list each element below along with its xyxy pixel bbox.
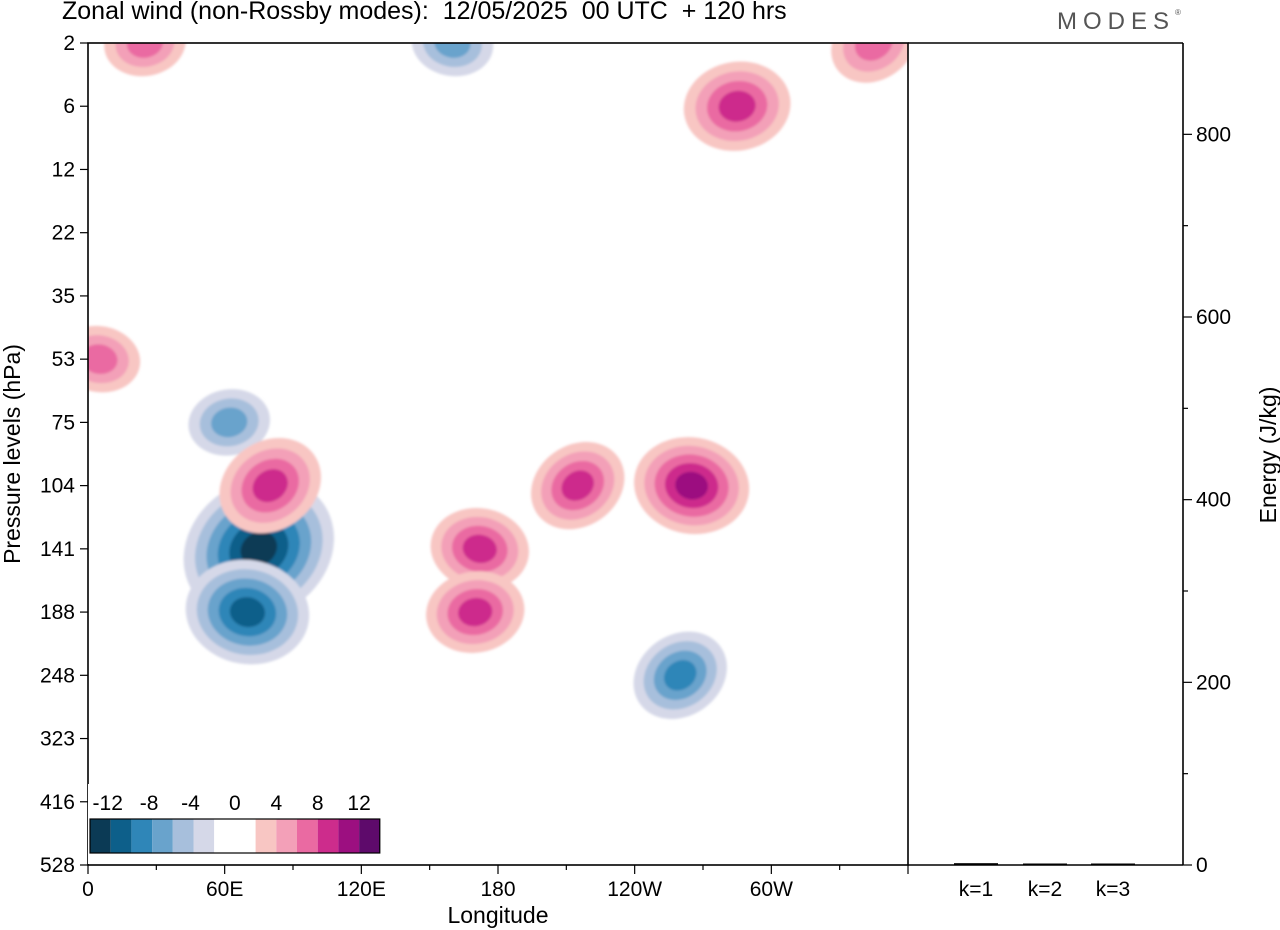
contour-negative-level bbox=[434, 43, 471, 58]
y-tick-label: 75 bbox=[52, 411, 75, 434]
colorbar-swatch bbox=[110, 819, 132, 853]
y-tick-label: 6 bbox=[63, 95, 75, 118]
energy-bar-label: k=2 bbox=[1028, 878, 1062, 901]
x-tick-label: 120E bbox=[337, 878, 386, 901]
y-tick-label: 248 bbox=[40, 664, 75, 687]
energy-tick-label: 0 bbox=[1196, 854, 1208, 877]
energy-axis-title: Energy (J/kg) bbox=[1255, 387, 1280, 524]
contour-positive-level bbox=[718, 90, 756, 122]
colorbar-swatch bbox=[317, 819, 339, 853]
colorbar: -12 -8 -4 0 4 8 12 bbox=[88, 784, 382, 864]
y-tick-label: 416 bbox=[40, 791, 75, 814]
colorbar-swatch bbox=[214, 819, 235, 853]
contour-positive-level bbox=[462, 534, 497, 564]
energy-tick-label: 600 bbox=[1196, 306, 1231, 329]
colorbar-swatch bbox=[359, 819, 380, 853]
contour-positive-level bbox=[126, 43, 164, 58]
colorbar-swatch bbox=[152, 819, 173, 853]
colorbar-swatch bbox=[255, 819, 277, 853]
y-axis-title: Pressure levels (hPa) bbox=[0, 344, 25, 564]
contour-positive-level bbox=[115, 43, 175, 67]
colorbar-label: 12 bbox=[347, 792, 370, 815]
contour-positive-level bbox=[561, 470, 594, 501]
y-axis: 2 6 12 22 35 53 75 104 141 188 248 323 416 528 bbox=[40, 32, 88, 877]
contour-positive-level bbox=[843, 43, 905, 72]
colorbar-swatch bbox=[193, 819, 215, 853]
y-tick-label: 22 bbox=[52, 222, 75, 245]
energy-tick-label: 200 bbox=[1196, 671, 1231, 694]
colorbar-swatch bbox=[338, 819, 360, 853]
x-tick-label: 60W bbox=[750, 878, 793, 901]
contour-negative-level bbox=[240, 531, 278, 567]
energy-bar bbox=[1091, 863, 1135, 865]
colorbar-swatch bbox=[172, 819, 194, 853]
colorbar-swatch bbox=[297, 819, 318, 853]
colorbar-outline bbox=[89, 818, 381, 854]
x-tick-label: 60E bbox=[206, 878, 243, 901]
contour-positive-level bbox=[458, 597, 493, 627]
colorbar-swatch bbox=[234, 819, 256, 853]
contour-positive-level bbox=[854, 43, 893, 61]
modes-logo: MODES® bbox=[1057, 8, 1181, 36]
contour-negative-level bbox=[423, 43, 482, 67]
contour-positive-level bbox=[675, 471, 709, 500]
x-axis-title: Longitude bbox=[447, 902, 548, 928]
energy-bar-label: k=3 bbox=[1096, 878, 1130, 901]
colorbar-swatch bbox=[276, 819, 297, 853]
logo-mark: ® bbox=[1175, 8, 1181, 17]
contour-group bbox=[88, 43, 908, 719]
x-tick-label: 120W bbox=[607, 878, 662, 901]
y-tick-label: 104 bbox=[40, 475, 75, 498]
colorbar-label: 0 bbox=[229, 792, 241, 815]
y-tick-label: 53 bbox=[52, 348, 75, 371]
energy-tick-label: 400 bbox=[1196, 489, 1231, 512]
y-tick-label: 188 bbox=[40, 601, 75, 624]
y-tick-label: 528 bbox=[40, 854, 75, 877]
energy-bars: k=1 k=2 k=3 bbox=[954, 863, 1135, 901]
colorbar-label: 8 bbox=[312, 792, 324, 815]
contour-positive-level bbox=[252, 469, 288, 503]
energy-bar bbox=[954, 863, 998, 865]
chart-title: Zonal wind (non-Rossby modes): 12/05/202… bbox=[62, 0, 787, 25]
wind-contours bbox=[88, 43, 908, 719]
y-tick-label: 35 bbox=[52, 285, 75, 308]
colorbar-swatch bbox=[90, 819, 111, 853]
x-tick-label: 0 bbox=[82, 878, 94, 901]
contour-negative-level bbox=[663, 660, 697, 691]
colorbar-label: 4 bbox=[270, 792, 282, 815]
colorbar-swatch bbox=[131, 819, 153, 853]
energy-axis: 0 200 400 600 800 bbox=[1183, 123, 1231, 877]
energy-bar bbox=[1023, 863, 1067, 865]
energy-bar-label: k=1 bbox=[959, 878, 993, 901]
contour-positive-level bbox=[88, 344, 118, 374]
heatmap-frame bbox=[87, 42, 909, 866]
colorbar-label: -4 bbox=[181, 792, 200, 815]
colorbar-label: -12 bbox=[93, 792, 123, 815]
y-tick-label: 323 bbox=[40, 728, 75, 751]
colorbar-label: -8 bbox=[140, 792, 159, 815]
y-tick-label: 12 bbox=[52, 158, 75, 181]
x-tick-label: 180 bbox=[480, 878, 515, 901]
energy-tick-label: 800 bbox=[1196, 123, 1231, 146]
contour-negative-level bbox=[229, 597, 266, 628]
x-axis: 0 60E 120E 180 120W 60W bbox=[82, 865, 909, 901]
y-tick-label: 2 bbox=[63, 32, 75, 55]
contour-negative-level bbox=[211, 407, 248, 438]
y-tick-label: 141 bbox=[40, 538, 75, 561]
logo-text: MODES bbox=[1057, 8, 1176, 35]
